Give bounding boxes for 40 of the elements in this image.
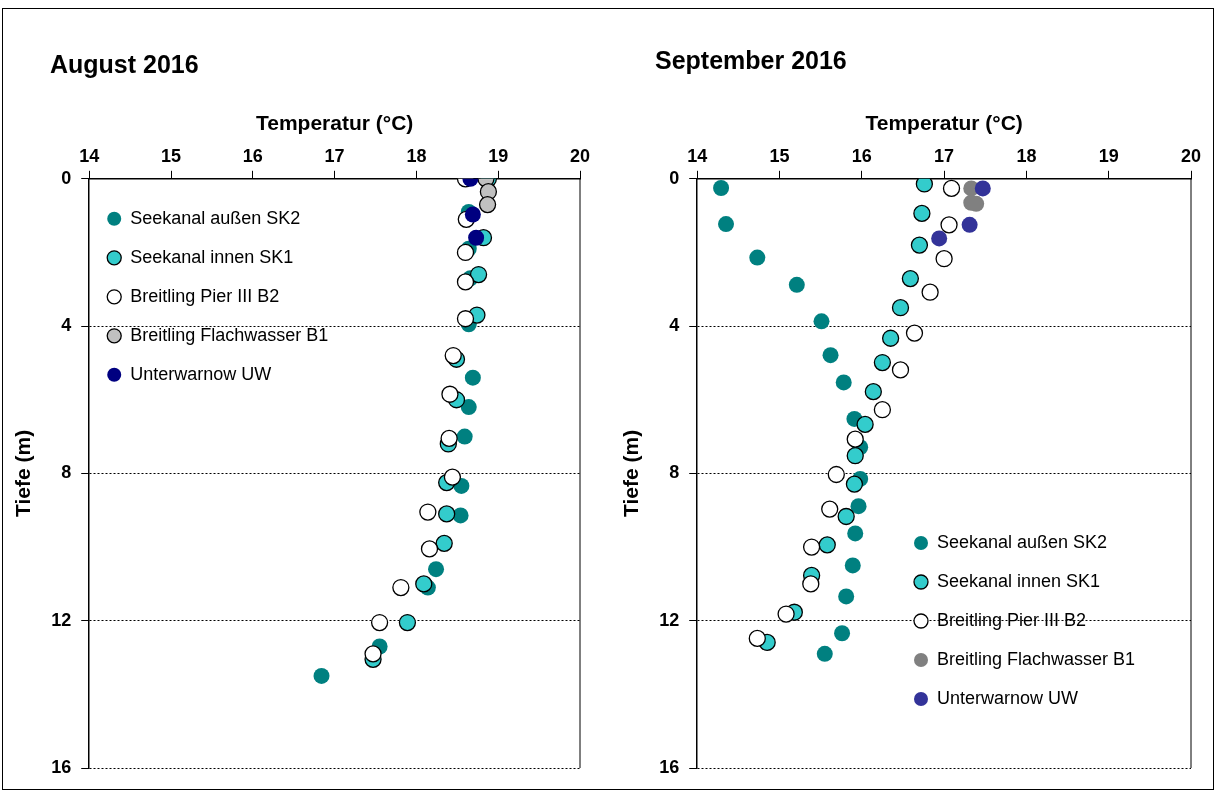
x-axis-title: Temperatur (°C) xyxy=(865,111,1023,135)
y-tick-label: 0 xyxy=(61,167,72,188)
chart-title: August 2016 xyxy=(50,50,199,79)
y-tick-label: 8 xyxy=(61,462,72,483)
legend-label: Seekanal innen SK1 xyxy=(130,246,294,267)
y-tick-label: 0 xyxy=(669,167,680,188)
legend-label: Seekanal innen SK1 xyxy=(937,570,1101,591)
y-tick-label: 8 xyxy=(669,462,680,483)
x-tick-label: 20 xyxy=(1180,145,1202,166)
x-tick-label: 15 xyxy=(161,145,182,166)
x-tick-label: 14 xyxy=(687,145,708,166)
y-tick-label: 4 xyxy=(669,315,680,336)
x-tick-label: 14 xyxy=(79,145,100,166)
legend-label: Unterwarnow UW xyxy=(937,687,1079,708)
x-axis-title: Temperatur (°C) xyxy=(255,111,414,135)
x-tick-label: 16 xyxy=(851,145,872,166)
x-tick-label: 17 xyxy=(934,145,955,166)
x-tick-label: 16 xyxy=(242,145,263,166)
legend-label: Seekanal außen SK2 xyxy=(130,207,301,228)
x-tick-label: 17 xyxy=(324,145,345,166)
y-tick-label: 16 xyxy=(51,756,72,777)
legend-label: Breitling Flachwasser B1 xyxy=(937,648,1136,669)
legend-label: Breitling Flachwasser B1 xyxy=(130,324,329,345)
y-tick-label: 12 xyxy=(51,609,72,630)
x-tick-label: 19 xyxy=(1098,145,1119,166)
x-tick-label: 15 xyxy=(769,145,790,166)
legend-label: Unterwarnow UW xyxy=(130,363,272,384)
y-tick-label: 4 xyxy=(61,315,72,336)
x-tick-label: 19 xyxy=(488,145,509,166)
legend-label: Seekanal außen SK2 xyxy=(937,531,1108,552)
legend-label: Breitling Pier III B2 xyxy=(130,285,280,306)
y-tick-label: 12 xyxy=(659,609,680,630)
x-tick-label: 18 xyxy=(1016,145,1037,166)
x-tick-label: 20 xyxy=(569,145,591,166)
x-tick-label: 18 xyxy=(406,145,427,166)
legend-label: Breitling Pier III B2 xyxy=(937,609,1087,630)
y-axis-title: Tiefe (m) xyxy=(11,429,35,517)
y-axis-title: Tiefe (m) xyxy=(619,429,643,517)
chart-title: September 2016 xyxy=(655,46,847,75)
y-tick-label: 16 xyxy=(659,756,680,777)
